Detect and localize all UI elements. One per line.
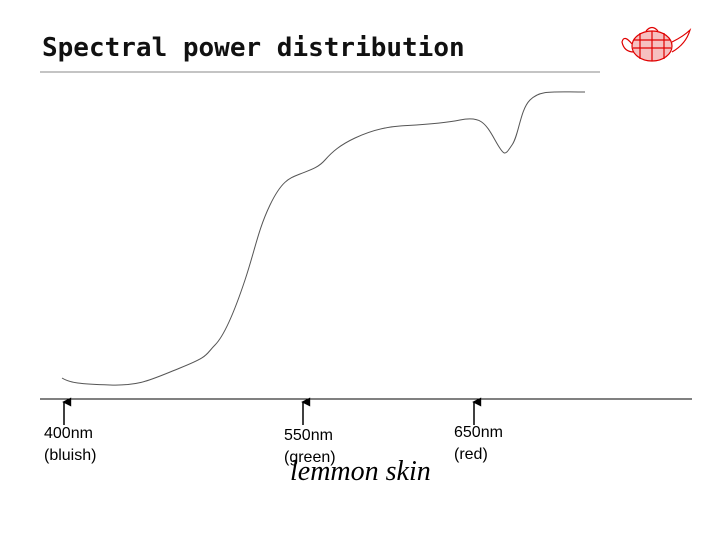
spectrum-curve — [61, 91, 586, 386]
color-label: (bluish) — [44, 447, 96, 464]
wavelength-label: 400nm — [44, 425, 93, 442]
color-label: (red) — [454, 446, 488, 463]
slide-title: Spectral power distribution — [42, 33, 465, 63]
teapot-icon — [621, 26, 692, 62]
color-label: (green) — [284, 449, 336, 466]
wavelength-label: 550nm — [284, 427, 333, 444]
caption: lemmon skin — [290, 456, 431, 487]
wavelength-label: 650nm — [454, 424, 503, 441]
